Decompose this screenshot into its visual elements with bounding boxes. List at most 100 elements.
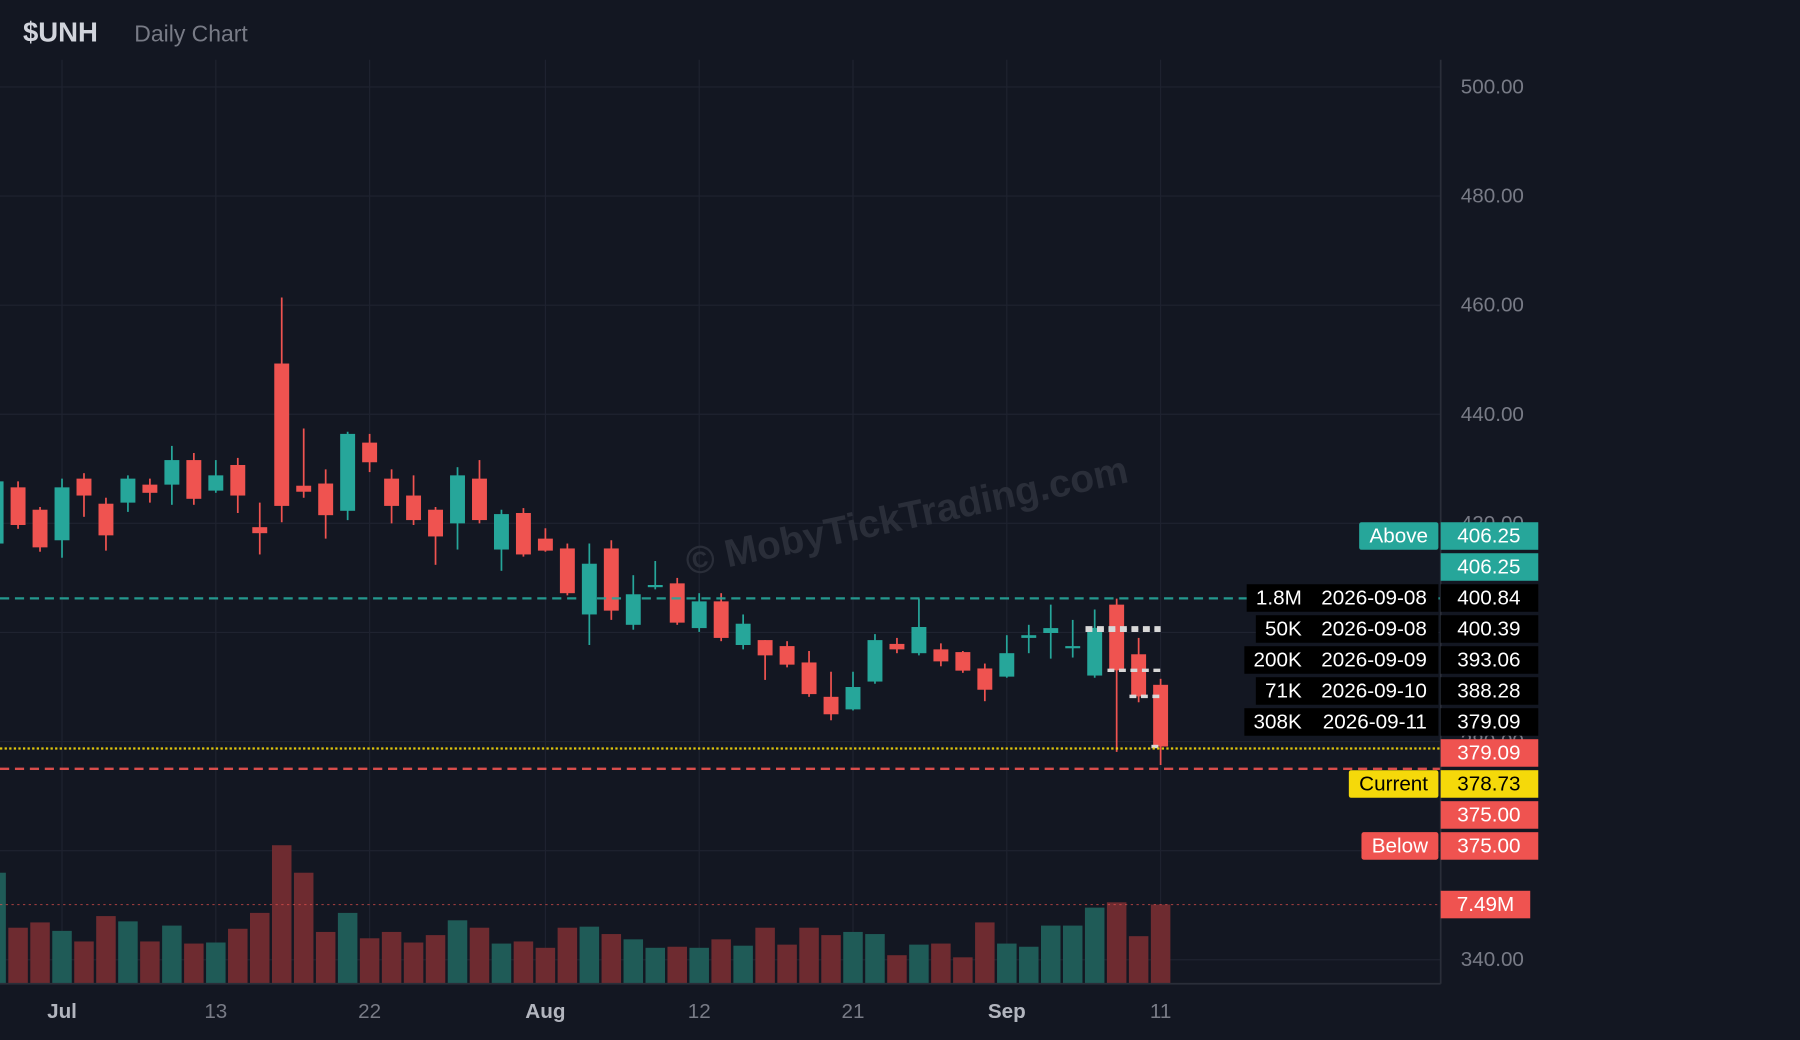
volume-bar	[997, 943, 1017, 984]
candle-body	[625, 594, 641, 625]
candle-body	[362, 442, 378, 463]
x-tick-label: Jul	[47, 1000, 77, 1023]
y-tick-label: 340.00	[1461, 948, 1524, 971]
price-label: 378.73	[1457, 772, 1520, 795]
ticker: $UNH	[23, 17, 98, 48]
subtitle: Daily Chart	[134, 20, 248, 46]
volume-bar	[513, 941, 534, 984]
x-tick-label: 12	[688, 1000, 711, 1023]
candle-body	[757, 640, 773, 656]
candle-body	[735, 623, 751, 646]
price-name: Above	[1369, 525, 1428, 548]
price-label: 406.25	[1457, 525, 1520, 548]
candle-body	[450, 475, 465, 524]
price-label: 379.09	[1457, 741, 1520, 764]
candle-body	[647, 584, 663, 588]
volume-bar	[447, 920, 468, 984]
candle-body	[1087, 627, 1103, 676]
level-price: 379.09	[1457, 710, 1520, 733]
level-size: 50K	[1265, 617, 1302, 640]
level-price: 388.28	[1457, 679, 1520, 702]
volume-bar	[403, 942, 424, 984]
candle-body	[493, 514, 509, 550]
price-label: 375.00	[1457, 803, 1520, 826]
volume-bar	[623, 939, 644, 984]
x-tick-label: 21	[842, 1000, 865, 1023]
level-price: 393.06	[1457, 648, 1520, 671]
level-price-box	[1440, 584, 1539, 612]
volume-bar	[733, 945, 753, 984]
volume-bar	[579, 926, 600, 984]
y-tick-label: 480.00	[1461, 185, 1524, 208]
volume-bar	[667, 946, 687, 984]
candle-body	[559, 548, 575, 594]
candle-body	[955, 652, 971, 671]
candle-body	[977, 668, 993, 690]
price-label: 406.25	[1457, 556, 1520, 579]
volume-bar	[1019, 946, 1039, 984]
volume-bar	[953, 957, 973, 984]
candle-body	[164, 460, 180, 485]
price-label: 375.00	[1457, 834, 1520, 857]
level-price-box	[1440, 646, 1539, 674]
price-label-box	[1440, 739, 1539, 767]
plot-area	[0, 297, 1441, 984]
level-size: 200K	[1254, 648, 1302, 671]
level-box	[1255, 677, 1439, 705]
price-label-box	[1440, 832, 1539, 860]
candle-body	[230, 464, 246, 496]
volume-bar	[1106, 902, 1127, 984]
volume-bar	[887, 955, 907, 984]
volume-bar	[337, 912, 358, 984]
volume-bar	[8, 927, 28, 984]
candle-body	[1109, 604, 1125, 671]
candle-body	[911, 627, 927, 654]
candle-body	[1021, 635, 1037, 638]
candle-body	[1153, 684, 1169, 747]
price-name-box	[1361, 832, 1439, 860]
candle-body	[1065, 646, 1081, 649]
candle-body	[515, 512, 531, 555]
level-box	[1246, 584, 1439, 612]
volume-bar	[491, 943, 512, 984]
volume-bar	[162, 925, 182, 984]
volume-bar	[821, 935, 841, 984]
candle-body	[867, 640, 883, 682]
level-date: 2026-09-08	[1321, 587, 1427, 610]
level-date: 2026-09-09	[1321, 648, 1427, 671]
candle-body	[1043, 628, 1059, 634]
volume-bar	[535, 947, 556, 984]
level-box	[1244, 708, 1439, 736]
candle-body	[274, 363, 290, 506]
candle-body	[933, 649, 949, 662]
level-box	[1255, 615, 1439, 643]
volume-bar	[1150, 904, 1171, 984]
level-size: 71K	[1265, 679, 1302, 702]
level-box	[1244, 646, 1439, 674]
price-labels: 7.49M 406.25 Above 406.25 1.8M 2026-09-08 400.…	[1244, 522, 1539, 919]
candle-body	[537, 538, 553, 551]
candle-body	[713, 601, 729, 638]
level-price-box	[1440, 708, 1539, 736]
candle-body	[340, 433, 356, 511]
volume-bar	[645, 947, 666, 984]
volume-bar	[1128, 936, 1149, 984]
candle-body	[691, 601, 707, 629]
candle-body	[801, 662, 817, 695]
candle-body	[999, 653, 1015, 677]
volume-bar	[557, 927, 578, 984]
candle-body	[10, 487, 26, 525]
volume-bar	[359, 938, 380, 984]
candle-body	[845, 687, 861, 710]
level-price: 400.84	[1457, 587, 1520, 610]
volume-bar	[799, 927, 819, 984]
candle-body	[581, 563, 597, 615]
candle-body	[603, 548, 619, 611]
candle-body	[406, 495, 422, 521]
volume-bar	[843, 931, 863, 984]
volume-bar	[118, 921, 138, 984]
price-name: Below	[1372, 834, 1428, 857]
candle-body	[0, 481, 4, 544]
candle-body	[296, 485, 312, 492]
